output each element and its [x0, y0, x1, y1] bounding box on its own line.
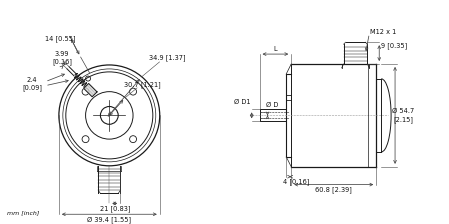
Text: 60.8 [2.39]: 60.8 [2.39]	[315, 186, 352, 193]
Text: Ø 54.7
[2.15]: Ø 54.7 [2.15]	[392, 108, 414, 123]
Bar	[286, 95, 291, 100]
Text: Ø D1: Ø D1	[233, 99, 250, 105]
Text: 14 [0.55]: 14 [0.55]	[44, 35, 75, 42]
Text: 3.99
[0.16]: 3.99 [0.16]	[52, 51, 72, 65]
Text: 4 [0.16]: 4 [0.16]	[283, 178, 310, 185]
Text: M12 x 1: M12 x 1	[370, 29, 396, 35]
Polygon shape	[84, 84, 97, 97]
Text: 30.7 [1.21]: 30.7 [1.21]	[123, 82, 160, 88]
Text: Ø 39.4 [1.55]: Ø 39.4 [1.55]	[87, 216, 132, 223]
Text: mm [inch]: mm [inch]	[8, 210, 40, 215]
Text: Ø D: Ø D	[266, 101, 279, 108]
Text: 21 [0.83]: 21 [0.83]	[100, 205, 130, 212]
Text: 9 [0.35]: 9 [0.35]	[381, 42, 407, 49]
Text: 2.4
[0.09]: 2.4 [0.09]	[22, 77, 42, 91]
Text: 34.9 [1.37]: 34.9 [1.37]	[149, 55, 186, 61]
Text: L: L	[273, 46, 277, 52]
